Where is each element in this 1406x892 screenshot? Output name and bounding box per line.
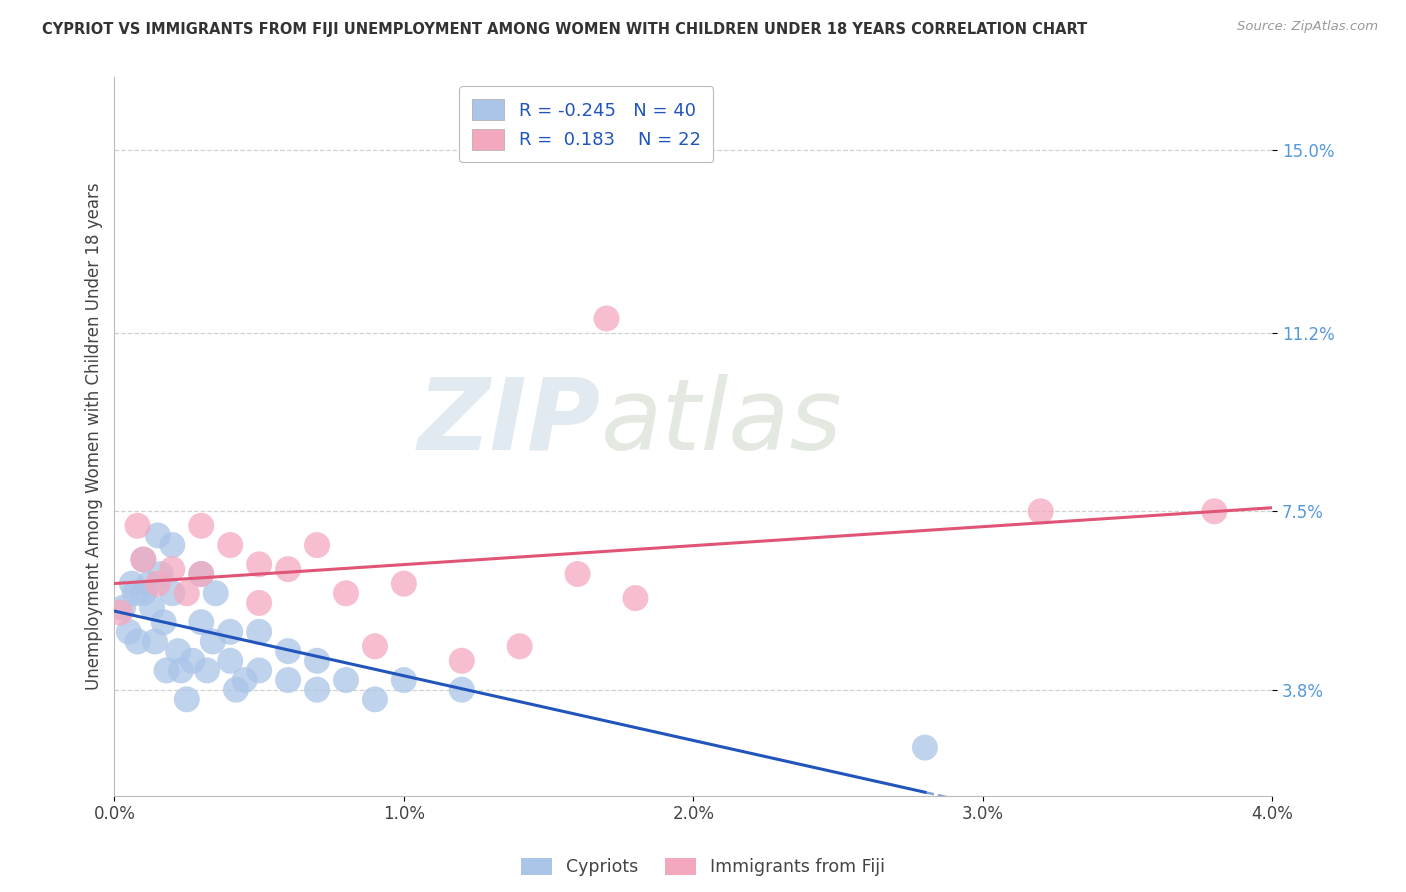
Point — [108, 606, 131, 620]
Point — [1029, 504, 1052, 518]
Point — [132, 552, 155, 566]
Point — [364, 692, 387, 706]
Point — [146, 528, 169, 542]
Text: Source: ZipAtlas.com: Source: ZipAtlas.com — [1237, 20, 1378, 33]
Point — [155, 664, 177, 678]
Point — [132, 586, 155, 600]
Point — [450, 682, 472, 697]
Point — [364, 640, 387, 654]
Point — [624, 591, 647, 606]
Point — [219, 538, 242, 552]
Point — [162, 562, 184, 576]
Point — [595, 311, 617, 326]
Point — [176, 586, 198, 600]
Point — [112, 600, 135, 615]
Point — [170, 664, 193, 678]
Point — [201, 634, 224, 648]
Point — [138, 576, 160, 591]
Point — [162, 586, 184, 600]
Point — [305, 538, 328, 552]
Point — [247, 558, 270, 572]
Point — [190, 615, 212, 630]
Text: CYPRIOT VS IMMIGRANTS FROM FIJI UNEMPLOYMENT AMONG WOMEN WITH CHILDREN UNDER 18 : CYPRIOT VS IMMIGRANTS FROM FIJI UNEMPLOY… — [42, 22, 1087, 37]
Legend: Cypriots, Immigrants from Fiji: Cypriots, Immigrants from Fiji — [515, 851, 891, 883]
Point — [305, 682, 328, 697]
Point — [190, 566, 212, 581]
Point — [305, 654, 328, 668]
Point — [176, 692, 198, 706]
Text: atlas: atlas — [600, 374, 842, 471]
Point — [219, 654, 242, 668]
Point — [277, 644, 299, 658]
Point — [277, 673, 299, 687]
Point — [195, 664, 218, 678]
Point — [152, 615, 174, 630]
Point — [450, 654, 472, 668]
Point — [247, 596, 270, 610]
Y-axis label: Unemployment Among Women with Children Under 18 years: Unemployment Among Women with Children U… — [86, 183, 103, 690]
Point — [219, 624, 242, 639]
Point — [247, 624, 270, 639]
Point — [392, 673, 415, 687]
Point — [121, 576, 143, 591]
Point — [204, 586, 226, 600]
Text: ZIP: ZIP — [418, 374, 600, 471]
Point — [914, 740, 936, 755]
Point — [247, 664, 270, 678]
Point — [181, 654, 204, 668]
Point — [190, 518, 212, 533]
Point — [277, 562, 299, 576]
Point — [335, 586, 357, 600]
Point — [567, 566, 589, 581]
Point — [233, 673, 256, 687]
Point — [143, 634, 166, 648]
Point — [124, 586, 146, 600]
Point — [190, 566, 212, 581]
Point — [127, 518, 149, 533]
Point — [392, 576, 415, 591]
Point — [225, 682, 247, 697]
Point — [146, 576, 169, 591]
Point — [127, 634, 149, 648]
Point — [1204, 504, 1226, 518]
Point — [509, 640, 531, 654]
Point — [118, 624, 141, 639]
Point — [335, 673, 357, 687]
Point — [167, 644, 190, 658]
Point — [162, 538, 184, 552]
Point — [132, 552, 155, 566]
Legend: R = -0.245   N = 40, R =  0.183    N = 22: R = -0.245 N = 40, R = 0.183 N = 22 — [460, 87, 713, 162]
Point — [149, 566, 172, 581]
Point — [141, 600, 163, 615]
